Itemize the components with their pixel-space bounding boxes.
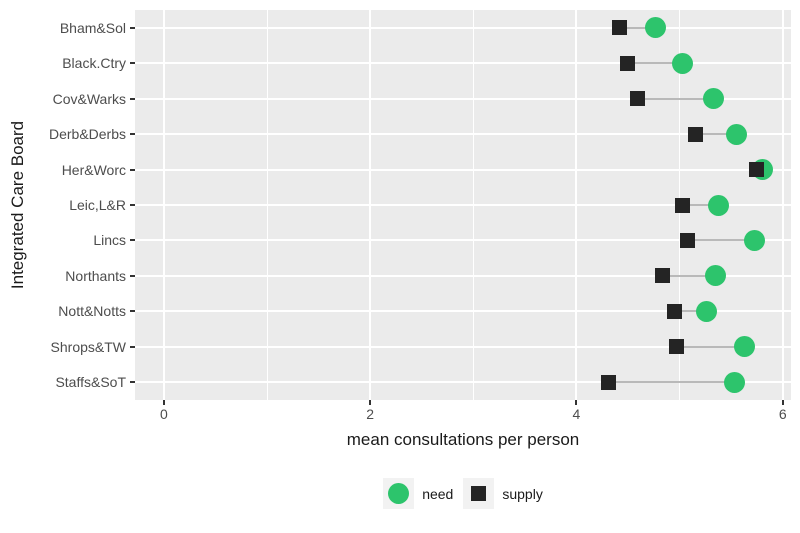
y-tick-label: Staffs&SoT (55, 374, 126, 391)
connector-line (608, 381, 735, 384)
y-tick-label: Cov&Warks (52, 90, 126, 107)
supply-data-point (687, 126, 703, 142)
gridline-horizontal (135, 239, 791, 242)
x-tick-label: 6 (778, 406, 787, 422)
connector-line (662, 274, 716, 277)
y-tick-label: Lincs (93, 232, 126, 249)
connector-line (695, 133, 737, 136)
connector-line (637, 97, 714, 100)
supply-data-point (600, 374, 616, 390)
gridline-vertical-major (575, 10, 578, 400)
need-circle-marker-icon (388, 483, 410, 504)
connector-line (674, 310, 707, 313)
gridline-horizontal (135, 26, 791, 29)
x-tick-label: 0 (159, 406, 168, 422)
need-data-point (708, 194, 730, 216)
x-axis-tick (162, 400, 165, 405)
need-data-point (734, 336, 756, 358)
legend: need supply (135, 478, 791, 509)
connector-line (682, 204, 719, 206)
supply-data-point (654, 268, 670, 284)
y-axis-tick (130, 204, 135, 206)
need-data-point (695, 300, 717, 322)
need-data-point (705, 265, 727, 287)
need-data-point (703, 88, 725, 110)
y-tick-label: Derb&Derbs (48, 126, 126, 143)
legend-key-supply (463, 478, 495, 509)
need-data-point (744, 229, 766, 251)
y-axis-tick (130, 310, 135, 313)
gridline-horizontal (135, 345, 791, 348)
y-tick-label: Leic,L&R (69, 197, 126, 213)
x-axis-tick (575, 400, 578, 405)
supply-square-marker-icon (471, 486, 487, 501)
y-axis-tick (130, 62, 135, 65)
gridline-horizontal (135, 274, 791, 277)
supply-data-point (669, 339, 684, 355)
gridline-vertical-major (369, 10, 372, 400)
y-axis-tick (130, 168, 135, 171)
supply-data-point (666, 303, 682, 319)
supply-data-point (612, 20, 628, 36)
supply-data-point (749, 162, 765, 178)
connector-line (627, 62, 683, 65)
y-axis-tick (130, 381, 135, 384)
x-tick-label: 4 (572, 406, 581, 422)
gridline-vertical-minor (266, 10, 268, 400)
y-axis-tick (130, 97, 135, 100)
y-axis-tick (130, 26, 135, 29)
y-tick-label: Her&Worc (61, 161, 126, 178)
need-data-point (723, 371, 745, 393)
supply-data-point (680, 232, 696, 248)
gridline-horizontal (135, 204, 791, 206)
y-axis-tick (130, 239, 135, 242)
gridline-vertical-minor (472, 10, 474, 400)
legend-label-supply: supply (502, 485, 543, 502)
need-data-point (725, 123, 747, 145)
y-tick-label: Northants (65, 267, 126, 284)
supply-data-point (629, 91, 645, 107)
gridline-horizontal (135, 133, 791, 136)
gridline-horizontal (135, 168, 791, 171)
y-axis-tick (130, 274, 135, 277)
legend-label-need: need (422, 485, 454, 502)
gridline-horizontal (135, 97, 791, 100)
gridline-vertical-major (162, 10, 165, 400)
legend-key-need (383, 478, 415, 509)
gridline-horizontal (135, 381, 791, 384)
y-tick-label: Bham&Sol (59, 19, 126, 36)
legend-item-supply: supply (463, 478, 543, 509)
gridline-vertical-major (781, 10, 784, 400)
x-axis-tick (369, 400, 372, 405)
connector-line (676, 345, 745, 348)
connector-line (687, 239, 755, 242)
y-tick-label: Shrops&TW (50, 338, 126, 355)
need-data-point (672, 52, 694, 74)
y-tick-label: Nott&Notts (58, 303, 126, 320)
gridline-horizontal (135, 310, 791, 313)
y-axis-tick (130, 345, 135, 348)
x-axis-title: mean consultations per person (346, 430, 580, 449)
x-tick-label: 2 (366, 406, 375, 422)
plot-panel (135, 10, 791, 400)
legend-item-need: need (383, 478, 453, 509)
supply-data-point (619, 55, 635, 71)
x-axis-tick (781, 400, 784, 405)
supply-data-point (675, 197, 691, 213)
gridline-horizontal (135, 62, 791, 65)
connector-line (619, 26, 656, 29)
need-data-point (645, 17, 667, 39)
y-tick-label: Black.Ctry (62, 55, 126, 72)
y-axis-tick (130, 133, 135, 136)
